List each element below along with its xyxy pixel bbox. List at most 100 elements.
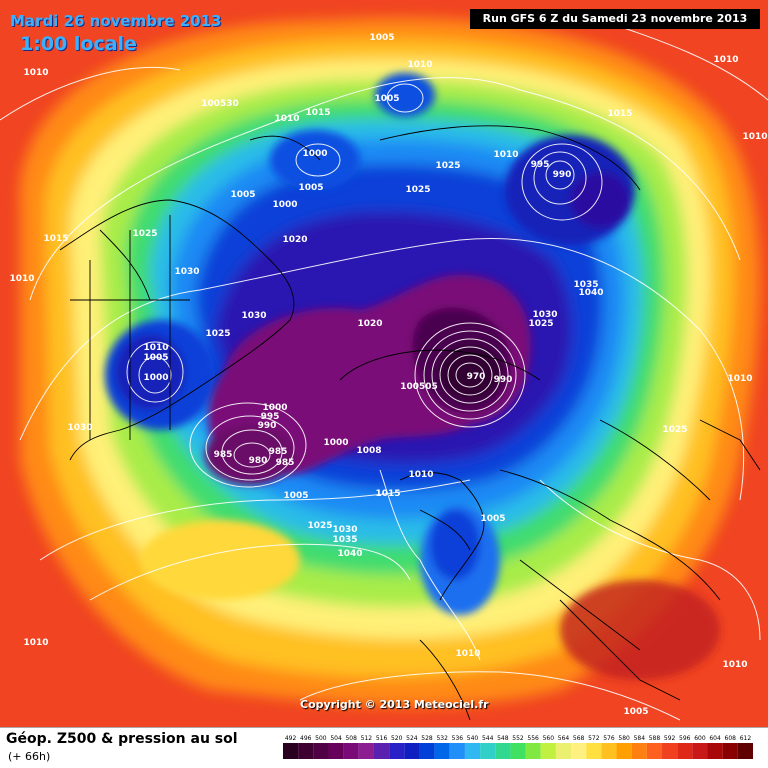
pressure-label: 980 (249, 456, 268, 466)
pressure-label: 1015 (43, 234, 68, 244)
legend-tick-label: 596 (679, 735, 691, 742)
legend-color-swatch (495, 743, 511, 759)
legend-color-swatch (525, 743, 541, 759)
pressure-label: 990 (494, 375, 513, 385)
pressure-label: 1005 (369, 33, 394, 43)
legend-tick-label: 516 (376, 735, 388, 742)
legend-color-swatch (631, 743, 647, 759)
pressure-label: 990 (553, 170, 572, 180)
pressure-label: 1010 (722, 660, 747, 670)
pressure-label: 1030 (332, 525, 357, 535)
legend-tick-label: 492 (285, 735, 297, 742)
pressure-label: 100505 (400, 382, 438, 392)
legend-color-swatch (328, 743, 344, 759)
legend-color-swatch (283, 743, 299, 759)
legend-color-swatch (449, 743, 465, 759)
pressure-label: 1000 (262, 403, 287, 413)
pressure-label: 1020 (357, 319, 382, 329)
legend-color-swatch (419, 743, 435, 759)
legend-tick-label: 612 (740, 735, 752, 742)
legend-tick-label: 588 (649, 735, 661, 742)
pressure-label: 1015 (305, 108, 330, 118)
legend-color-swatch (480, 743, 496, 759)
legend-tick-label: 584 (634, 735, 646, 742)
pressure-label: 1000 (323, 438, 348, 448)
legend-color-swatch (510, 743, 526, 759)
legend-tick-label: 544 (482, 735, 494, 742)
legend-tick-label: 524 (406, 735, 418, 742)
legend-tick-label: 520 (391, 735, 403, 742)
pressure-label: 1030 (241, 311, 266, 321)
legend-tick-label: 548 (497, 735, 509, 742)
legend-color-swatch (358, 743, 374, 759)
pressure-label: 1010 (143, 343, 168, 353)
pressure-label: 1000 (272, 200, 297, 210)
model-run-label: Run GFS 6 Z du Samedi 23 novembre 2013 (470, 9, 760, 29)
legend-color-swatch (373, 743, 390, 759)
pressure-label: 1010 (727, 374, 752, 384)
legend-tick-label: 600 (694, 735, 706, 742)
isobars (0, 19, 768, 721)
legend-tick-label: 608 (725, 735, 737, 742)
pressure-label: 1005 (480, 514, 505, 524)
pressure-label: 1035 (332, 535, 357, 545)
legend-color-swatch (662, 743, 678, 759)
pressure-label: 1025 (307, 521, 332, 531)
legend-tick-label: 496 (300, 735, 312, 742)
legend-color-swatch (586, 743, 602, 759)
legend-tick-label: 508 (345, 735, 357, 742)
pressure-label: 1005 (298, 183, 323, 193)
legend-tick-label: 568 (573, 735, 585, 742)
pressure-label: 1010 (407, 60, 432, 70)
copyright-notice: Copyright © 2013 Meteociel.fr (300, 698, 489, 711)
legend-tick-label: 576 (603, 735, 615, 742)
legend-tick-label: 540 (467, 735, 479, 742)
legend-color-swatch (692, 743, 708, 759)
pressure-label: 1025 (528, 319, 553, 329)
pressure-label: 100530 (201, 99, 239, 109)
pressure-label: 995 (531, 160, 550, 170)
legend-tick-label: 552 (512, 735, 524, 742)
pressure-label: 1020 (282, 235, 307, 245)
color-scale-legend: 492 496 500 504 508 512 516 520 524 528 532 536 540 5… (283, 735, 753, 759)
legend-tick-label: 604 (709, 735, 721, 742)
pressure-label: 1000 (302, 149, 327, 159)
legend-color-swatch (298, 743, 314, 759)
legend-tick-label: 504 (330, 735, 342, 742)
legend-tick-label: 536 (452, 735, 464, 742)
forecast-time: 1:00 locale (20, 33, 137, 55)
pressure-label: 1015 (607, 109, 632, 119)
legend-color-swatch (389, 743, 405, 759)
pressure-label: 985 (214, 450, 233, 460)
pressure-label: 1010 (9, 274, 34, 284)
legend-color-swatch (464, 743, 481, 759)
legend-color-swatch (434, 743, 450, 759)
pressure-label: 985 (276, 458, 295, 468)
pressure-label: 1025 (405, 185, 430, 195)
legend-tick-label: 500 (315, 735, 327, 742)
pressure-label: 1005 (623, 707, 648, 717)
legend-color-swatch (677, 743, 693, 759)
legend-tick-label: 564 (558, 735, 570, 742)
pressure-label: 1025 (132, 229, 157, 239)
pressure-label: 995 (261, 412, 280, 422)
pressure-label: 1025 (435, 161, 460, 171)
forecast-range: (+ 66h) (8, 750, 51, 763)
legend-color-swatch (646, 743, 663, 759)
pressure-label: 1005 (374, 94, 399, 104)
pressure-label: 1010 (455, 649, 480, 659)
cold-core (205, 274, 531, 485)
pressure-label: 1010 (274, 114, 299, 124)
pressure-label: 1005 (283, 491, 308, 501)
pressure-label: 1035 (573, 280, 598, 290)
legend-color-swatch (616, 743, 632, 759)
legend-color-swatch (707, 743, 723, 759)
pressure-label: 1010 (23, 68, 48, 78)
pressure-label: 1005 (143, 353, 168, 363)
legend-tick-label: 512 (361, 735, 373, 742)
pressure-label: 1040 (578, 288, 603, 298)
pressure-label: 1025 (662, 425, 687, 435)
forecast-date: Mardi 26 novembre 2013 (10, 12, 222, 30)
